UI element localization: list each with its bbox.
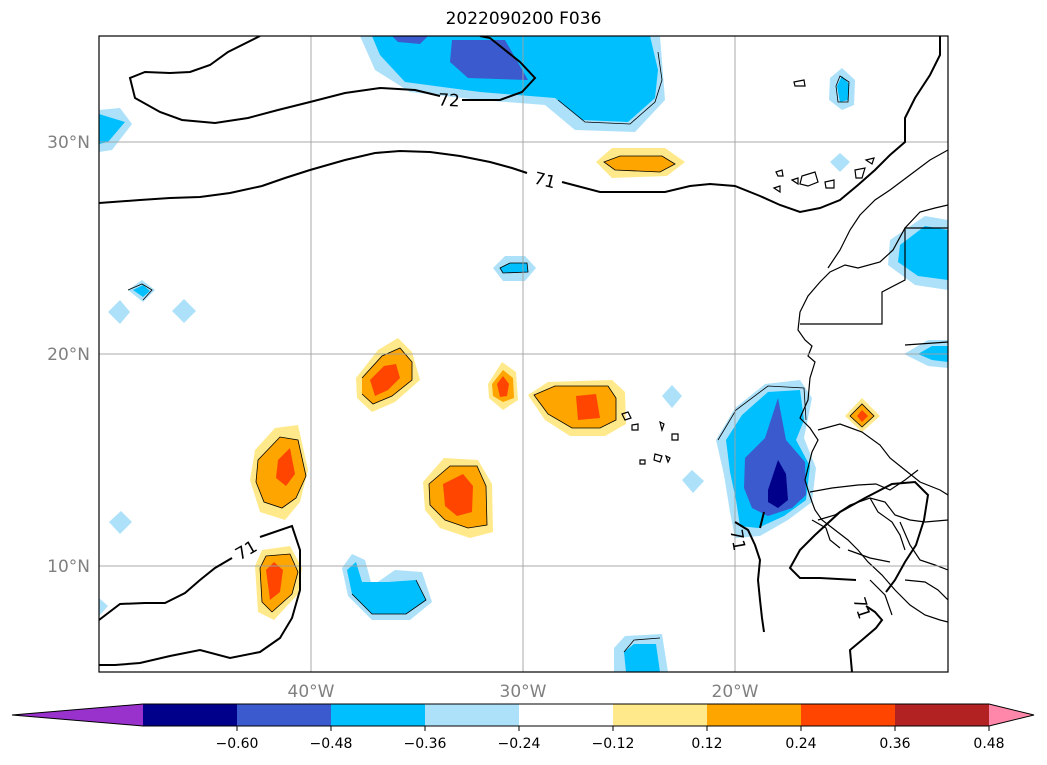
- colorbar-tick-label: −0.12: [592, 736, 635, 752]
- colorbar: −0.60 −0.48 −0.36 −0.24 −0.12 0.12 0.24 0.36 0.4…: [11, 703, 1035, 752]
- colorbar-tick-label: 0.12: [691, 736, 722, 752]
- colorbar-tick-label: 0.36: [879, 736, 910, 752]
- lat-tick-10n: 10°N: [47, 557, 90, 577]
- colorbar-bin: [237, 704, 332, 726]
- colorbar-tick-label: −0.36: [404, 736, 447, 752]
- colorbar-bin: [519, 704, 614, 726]
- colorbar-tick-label: −0.48: [310, 736, 353, 752]
- lon-tick-30w: 30°W: [500, 682, 547, 702]
- colorbar-bin: [331, 704, 426, 726]
- colorbar-tick-label: 0.24: [785, 736, 816, 752]
- lat-tick-20n: 20°N: [47, 345, 90, 365]
- gridlines: [99, 36, 948, 672]
- thin-contours: [127, 51, 875, 653]
- colorbar-bin: [143, 704, 238, 726]
- colorbar-extend-high: [989, 704, 1034, 726]
- colorbar-extend-low: [12, 704, 143, 726]
- colorbar-tick-label: 0.48: [973, 736, 1004, 752]
- lon-tick-40w: 40°W: [288, 682, 335, 702]
- lon-tick-20w: 20°W: [712, 682, 759, 702]
- colorbar-bin: [707, 704, 802, 726]
- map-area: 72 71 71 71 71: [99, 36, 948, 672]
- height-contours: [99, 36, 941, 672]
- colorbar-bin: [613, 704, 708, 726]
- contour-label-72: 72: [438, 90, 461, 111]
- colorbar-tick-label: −0.60: [216, 736, 259, 752]
- lat-tick-30n: 30°N: [47, 133, 90, 153]
- colorbar-tick-label: −0.24: [498, 736, 541, 752]
- lat-tick-labels: 30°N 20°N 10°N: [47, 133, 90, 577]
- colorbar-outline: [11, 703, 1035, 727]
- coastlines: [621, 79, 948, 623]
- lon-tick-labels: 40°W 30°W 20°W: [288, 682, 759, 702]
- colorbar-bin: [425, 704, 520, 726]
- colorbar-bin: [801, 704, 896, 726]
- plot-frame: [98, 35, 949, 673]
- contour-label-71-coast: 71: [725, 528, 748, 553]
- colorbar-bin: [895, 704, 990, 726]
- map-title: 2022090200 F036: [445, 9, 602, 29]
